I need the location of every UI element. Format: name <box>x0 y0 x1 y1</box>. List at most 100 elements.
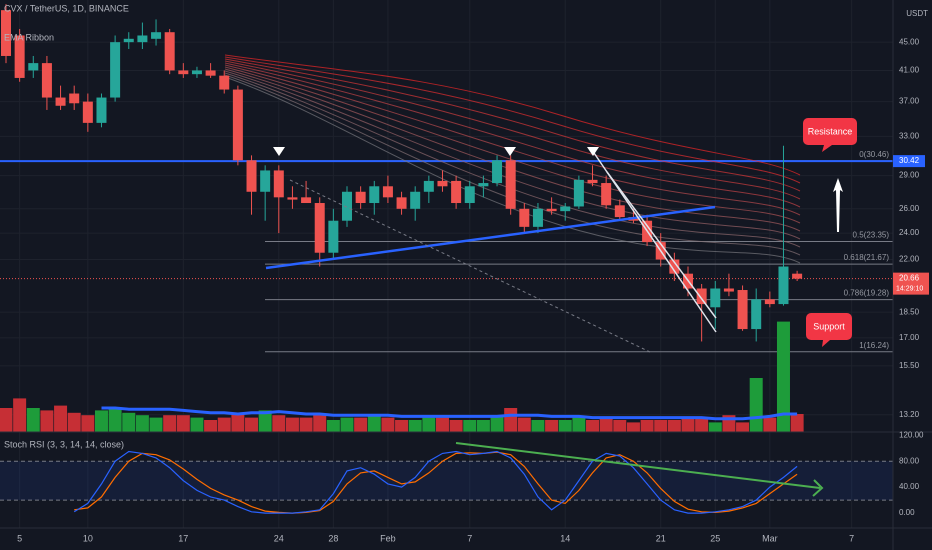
volume-bar <box>545 420 559 432</box>
volume-bar <box>572 417 586 432</box>
candle-body <box>382 186 393 198</box>
candle-body <box>410 191 421 209</box>
volume-bar <box>340 417 354 432</box>
ribbon-line <box>224 64 801 216</box>
volume-bar <box>176 415 190 432</box>
annotation: Support <box>813 321 845 331</box>
candle-body <box>560 206 571 212</box>
candle-body <box>219 75 230 90</box>
fib-label: 0.5(23.35) <box>853 231 890 240</box>
volume-bar <box>408 420 422 432</box>
x-tick-label: 7 <box>467 533 472 543</box>
volume-bar <box>67 412 81 432</box>
candle-body <box>437 180 448 187</box>
y-tick-label: 40.00 <box>899 482 920 491</box>
dashed-line <box>289 179 651 353</box>
volume-bar <box>736 422 750 432</box>
y-tick-label: 22.00 <box>899 255 920 264</box>
ribbon-line <box>224 70 801 240</box>
x-tick-label: 14 <box>560 533 570 543</box>
candle-body <box>519 208 530 227</box>
y-tick-label: 15.50 <box>899 361 920 370</box>
candle-body <box>478 183 489 187</box>
candle-body <box>710 288 721 308</box>
volume-bar <box>422 417 436 432</box>
candle-body <box>778 266 789 305</box>
volume-bar <box>763 417 777 432</box>
candle-body <box>369 186 380 204</box>
trend-arrow <box>455 442 821 489</box>
volume-bar <box>40 410 54 432</box>
marks <box>0 4 804 514</box>
ribbon-line <box>224 62 801 208</box>
candle-body <box>614 205 625 218</box>
y-tick-label: 33.00 <box>899 131 920 140</box>
volume-bar <box>326 420 340 432</box>
candle-body <box>41 63 52 98</box>
y-tick-label: 80.00 <box>899 456 920 465</box>
volume-bar <box>258 410 272 432</box>
volume-bar <box>517 417 531 432</box>
candle-body <box>205 70 216 76</box>
volume-ma <box>101 406 798 421</box>
volume-bar <box>776 321 790 432</box>
indicator-label: Stoch RSI (3, 3, 14, 14, close) <box>4 439 124 449</box>
candle-body <box>342 191 352 221</box>
volume-bar <box>367 415 381 432</box>
candle-body <box>328 220 339 253</box>
y-tick-label: 24.00 <box>899 228 920 237</box>
arrow <box>833 178 843 232</box>
volume-bar <box>654 420 668 432</box>
marker <box>273 147 285 156</box>
fib-label: 0.786(19.28) <box>844 289 890 298</box>
volume-bar <box>463 420 477 432</box>
candle-body <box>792 273 803 279</box>
indicator-label: EMA Ribbon <box>4 32 54 42</box>
candle-body <box>587 179 598 184</box>
candle-body <box>669 259 680 274</box>
price-tag <box>893 272 929 295</box>
y-tick-label: 0.00 <box>899 508 915 517</box>
volume-bar <box>94 410 108 432</box>
annotation: Resistance <box>808 126 853 136</box>
marker <box>587 147 599 156</box>
price-tag-label: 20.66 <box>899 274 920 283</box>
candle-body <box>14 35 25 78</box>
volume-bar <box>190 417 204 432</box>
volume-bar <box>285 417 299 432</box>
volume-bar <box>231 412 245 432</box>
candle-body <box>164 32 175 71</box>
candle-body <box>55 97 66 106</box>
candle-body <box>737 290 748 330</box>
candle-body <box>464 186 475 204</box>
candle-body <box>137 35 148 43</box>
ribbon-line <box>224 58 801 192</box>
volume-bar <box>122 412 136 432</box>
volume-bar <box>0 408 13 432</box>
candle-body <box>301 197 312 204</box>
candle-body <box>601 183 612 206</box>
callout <box>806 313 852 347</box>
volume-bar <box>476 420 490 432</box>
candle-body <box>723 288 734 292</box>
volume-bar <box>13 398 27 432</box>
candle-body <box>505 160 516 209</box>
candle-body <box>273 170 284 198</box>
volume-bar <box>490 415 504 432</box>
stoch-k-line <box>73 450 798 514</box>
y-tick-label: 29.00 <box>899 171 920 180</box>
channel-line <box>606 171 717 319</box>
volume-bar <box>435 417 449 432</box>
volume-bar <box>695 417 709 432</box>
volume-bar <box>626 422 640 432</box>
price-tag-label: 30.42 <box>899 156 920 165</box>
volume-bar <box>790 414 804 432</box>
volume-bar <box>558 420 572 432</box>
marker <box>504 147 516 156</box>
volume-bar <box>449 420 463 432</box>
volume-bar <box>681 417 695 432</box>
volume-bar <box>54 405 68 432</box>
trend-arrow-head <box>812 479 824 497</box>
candle-body <box>110 42 121 98</box>
fib-label: 0.618(21.67) <box>844 253 890 262</box>
